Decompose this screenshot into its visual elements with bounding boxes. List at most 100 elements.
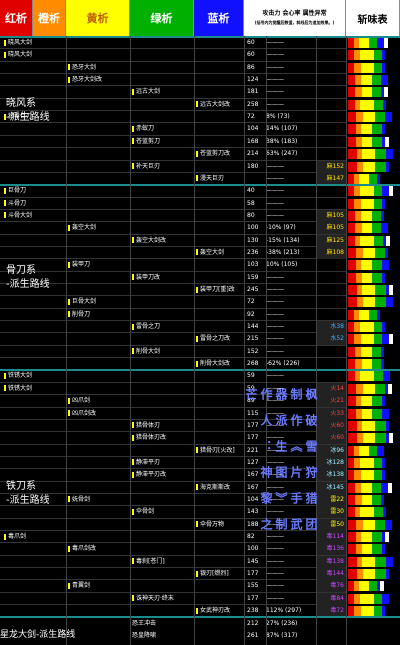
row-divider xyxy=(0,381,346,383)
sharpness-bar-segment xyxy=(360,371,374,382)
weapon-name-text: 猎骨刃[火改] xyxy=(200,446,235,454)
sharpness-bar-segment xyxy=(360,507,374,518)
weapon-name: 毒刹[苍门] xyxy=(132,556,165,568)
header-stats-line1: 攻击力 会心率 属性异常 xyxy=(262,10,327,17)
weapon-name-text: 伞骨剑 xyxy=(136,508,155,516)
sharpness-bar-segment xyxy=(362,420,375,431)
weapon-name: 诛神天刃·终末 xyxy=(132,593,174,605)
sharpness-bar-segment xyxy=(369,445,377,456)
affinity-value: ——— xyxy=(266,557,284,565)
sharpness-bar-segment xyxy=(348,285,357,295)
sharpness-bar-segment xyxy=(382,457,385,468)
column-divider xyxy=(266,36,267,645)
sharpness-bar-segment xyxy=(348,136,356,147)
attack-value: 104 xyxy=(247,495,259,503)
tree-branch-icon xyxy=(196,484,198,491)
weapon-name-text: 削骨大剑 xyxy=(136,347,161,355)
element-value: 雷22 xyxy=(316,493,346,506)
sharpness-bar-segment xyxy=(348,532,356,542)
affinity-value: ——— xyxy=(266,51,284,59)
sharpness-bar-segment xyxy=(385,519,392,530)
sharpness-bar-segment xyxy=(385,532,389,542)
element-value: 毒144 xyxy=(316,568,346,581)
sharpness-bar-segment xyxy=(348,569,357,580)
attack-value: 60 xyxy=(247,39,255,46)
attack-value: 115 xyxy=(247,409,259,417)
tree-branch-icon xyxy=(68,64,70,71)
row-divider xyxy=(0,208,346,210)
tree-branch-icon xyxy=(4,212,6,219)
affinity-value: ——— xyxy=(266,323,284,331)
sharpness-bar-segment xyxy=(388,482,392,493)
weapon-name: 远古大剑 xyxy=(132,86,160,98)
sharpness-bar-segment xyxy=(374,334,382,345)
element-value: 火60 xyxy=(316,419,346,432)
sharpness-bar-segment xyxy=(389,334,393,345)
element-value: 毒136 xyxy=(316,543,346,556)
header-sharpness: 斩味表 xyxy=(346,0,400,36)
sharpness-bar-segment xyxy=(375,112,385,123)
sharpness-bar-segment xyxy=(348,556,357,567)
attack-value: 103 xyxy=(247,261,259,269)
element-value: 雷30 xyxy=(316,506,346,519)
sharpness-bar-segment xyxy=(355,482,361,493)
sharpness-bar-segment xyxy=(377,581,380,592)
affinity-value: ——— xyxy=(266,39,284,46)
affinity-value: ——— xyxy=(266,533,284,540)
row-divider xyxy=(0,196,346,198)
tree-branch-icon xyxy=(132,163,134,169)
tree-branch-icon xyxy=(68,397,70,404)
sharpness-bar-segment xyxy=(348,99,355,110)
sharpness-bar-segment xyxy=(348,173,354,184)
weapon-name-text: 女武神刃改 xyxy=(200,607,231,615)
attack-value: 268 xyxy=(247,360,259,368)
sharpness-bar-segment xyxy=(354,593,360,604)
sharpness-bar-segment xyxy=(382,124,385,135)
weapon-name-text: 伞骨万物 xyxy=(200,520,225,528)
sharpness-bar-segment xyxy=(354,470,361,481)
weapon-name-text: 装甲刀改 xyxy=(136,273,161,281)
footer-attack-value: 261 xyxy=(247,632,259,639)
attack-value: 143 xyxy=(247,508,259,516)
weapon-name: 青翼剑 xyxy=(68,580,90,592)
sharpness-bar-segment xyxy=(386,569,389,580)
weapon-name-text: 妩骨剑 xyxy=(72,495,91,503)
attack-value: 238 xyxy=(247,607,259,615)
sharpness-bar-segment xyxy=(354,309,359,320)
sharpness-bar-segment xyxy=(348,396,356,407)
attack-value: 104 xyxy=(247,125,259,133)
sharpness-bar-segment xyxy=(383,371,390,382)
sharpness-bar-segment xyxy=(386,433,389,444)
weapon-name: 削骨大剑 xyxy=(132,346,160,358)
sharpness-bar-segment xyxy=(386,420,389,431)
sharpness-bar-segment xyxy=(357,556,362,567)
sharpness-bar-segment xyxy=(362,556,375,567)
weapon-name: 晓风大剑 xyxy=(4,37,32,49)
sharpness-bar-segment xyxy=(361,124,372,135)
sharpness-bar-segment xyxy=(363,297,375,308)
weapon-name: 恐牙大剑改 xyxy=(68,74,102,86)
sharpness-bar-segment xyxy=(372,482,381,493)
group-separator xyxy=(0,36,400,38)
sharpness-bar-segment xyxy=(355,87,362,98)
sharpness-bar-segment xyxy=(357,569,363,580)
sharpness-bar-segment xyxy=(348,544,356,555)
sharpness-bar-segment xyxy=(354,50,360,61)
sharpness-bar-segment xyxy=(355,346,361,357)
sharpness-bar-segment xyxy=(356,112,363,123)
row-divider xyxy=(0,591,346,593)
weapon-name: 妩骨剑 xyxy=(68,494,90,506)
affinity-value: ——— xyxy=(266,384,284,392)
weapon-name-text: 猎兽巨刃 xyxy=(8,113,33,121)
sharpness-bar-segment xyxy=(381,210,384,221)
sharpness-bar-segment xyxy=(363,161,375,172)
sharpness-bar-segment xyxy=(348,420,357,431)
sharpness-bar-segment xyxy=(374,507,383,518)
header-blue: 蓝析 xyxy=(194,0,244,36)
tree-branch-icon xyxy=(196,175,198,182)
weapon-name: 苍蓝剪刀 xyxy=(132,136,160,148)
weapon-name: 雷骨之刀 xyxy=(132,321,160,333)
sharpness-bar-segment xyxy=(361,260,372,271)
sharpness-bar-segment xyxy=(348,149,357,160)
row-divider xyxy=(0,245,346,247)
